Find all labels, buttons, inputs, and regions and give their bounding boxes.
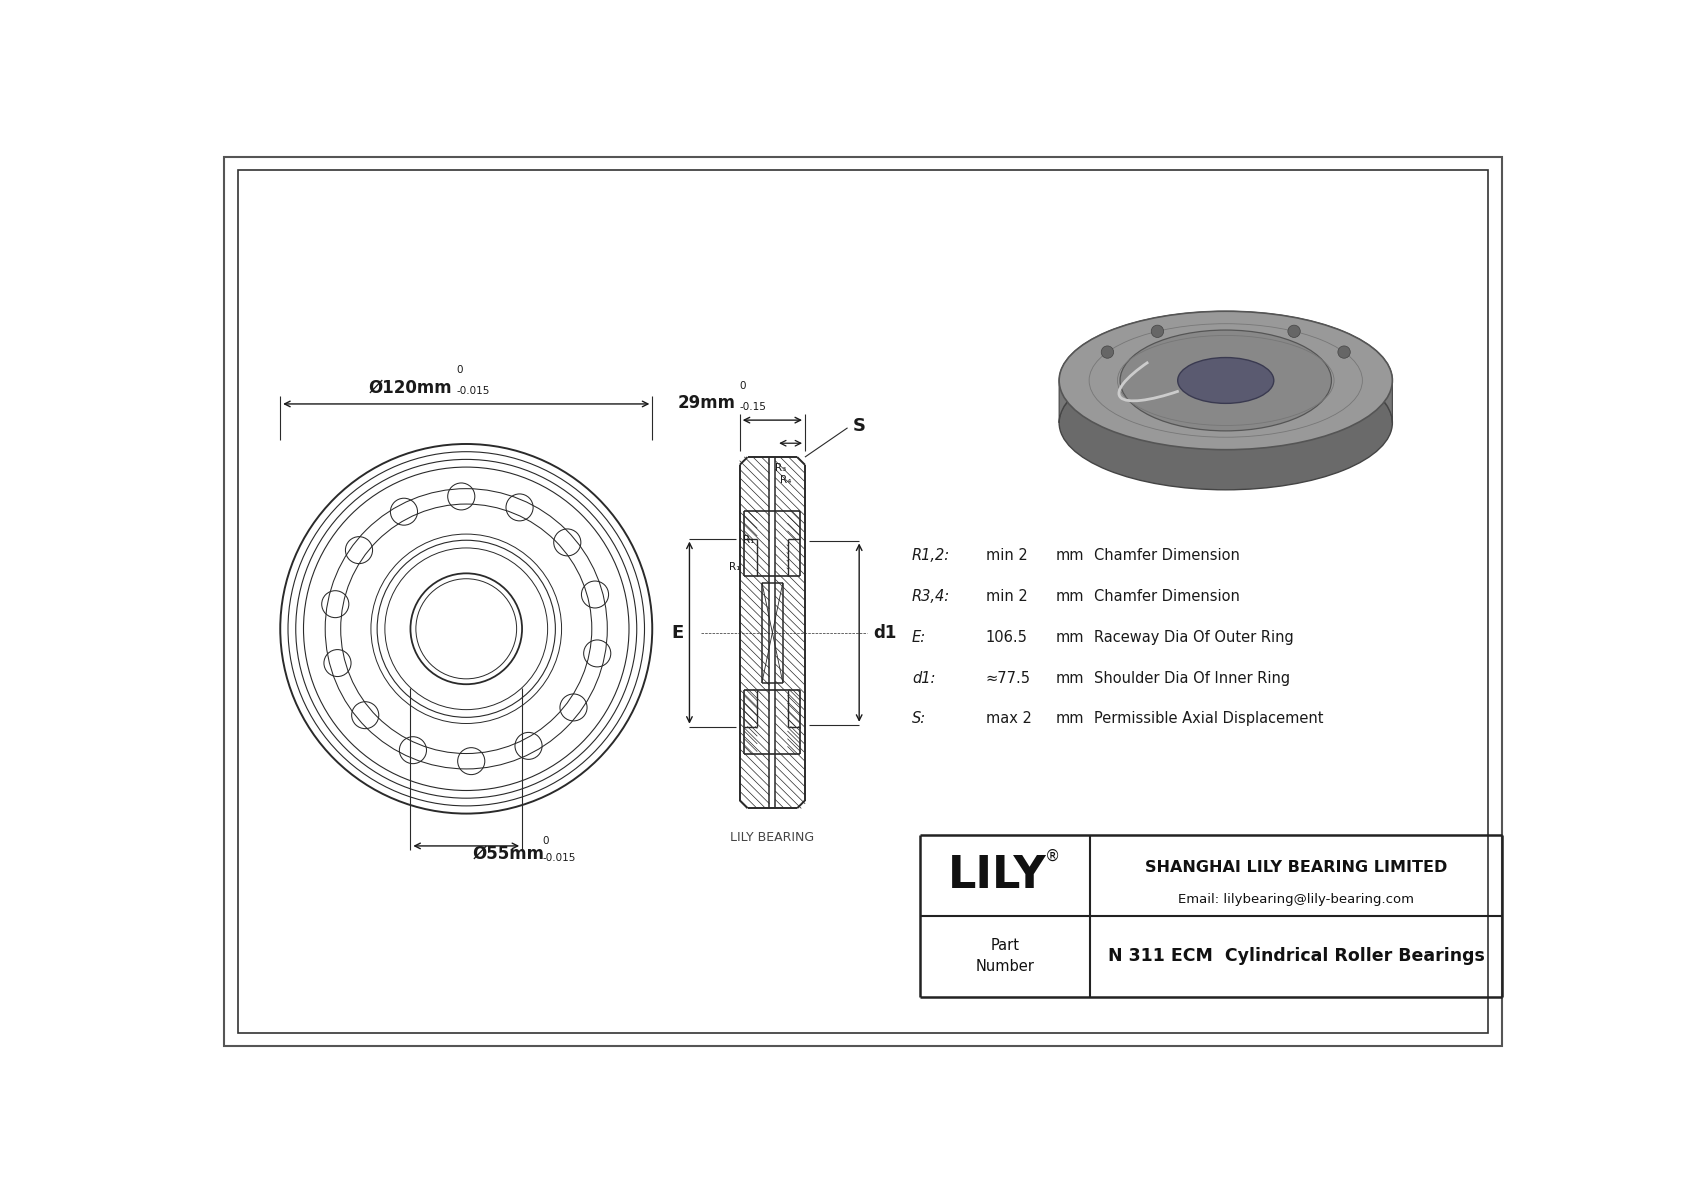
Text: E: E [672, 624, 684, 642]
Text: d1: d1 [872, 624, 896, 642]
Text: R₁: R₁ [729, 561, 741, 572]
Text: mm: mm [1056, 711, 1084, 727]
Text: R₃: R₃ [775, 463, 786, 473]
Ellipse shape [1059, 311, 1393, 450]
Text: S: S [854, 417, 866, 435]
Circle shape [1152, 325, 1164, 337]
Text: R₁: R₁ [743, 535, 754, 544]
Text: d1:: d1: [911, 671, 935, 686]
Ellipse shape [1177, 400, 1273, 445]
Text: mm: mm [1056, 548, 1084, 563]
Ellipse shape [1177, 357, 1273, 404]
Text: 29mm: 29mm [679, 394, 736, 412]
Text: Shoulder Dia Of Inner Ring: Shoulder Dia Of Inner Ring [1095, 671, 1290, 686]
Text: N 311 ECM  Cylindrical Roller Bearings: N 311 ECM Cylindrical Roller Bearings [1108, 947, 1485, 966]
Text: LILY: LILY [948, 854, 1046, 897]
Text: max 2: max 2 [985, 711, 1031, 727]
Text: SHANGHAI LILY BEARING LIMITED: SHANGHAI LILY BEARING LIMITED [1145, 860, 1448, 875]
Text: LILY BEARING: LILY BEARING [731, 831, 815, 844]
Ellipse shape [1059, 356, 1393, 490]
Text: -0.15: -0.15 [739, 403, 766, 412]
Text: Chamfer Dimension: Chamfer Dimension [1095, 548, 1239, 563]
Text: mm: mm [1056, 671, 1084, 686]
Text: 0: 0 [739, 381, 746, 391]
Text: mm: mm [1056, 590, 1084, 604]
Text: 106.5: 106.5 [985, 630, 1027, 644]
Text: E:: E: [911, 630, 926, 644]
Text: 0: 0 [456, 364, 463, 375]
Text: -0.015: -0.015 [542, 853, 576, 862]
Polygon shape [1059, 311, 1393, 423]
Text: min 2: min 2 [985, 590, 1027, 604]
Text: Part
Number: Part Number [975, 939, 1034, 974]
Text: S:: S: [911, 711, 926, 727]
Ellipse shape [1120, 330, 1332, 431]
Text: 0: 0 [542, 836, 549, 846]
Text: ®: ® [1046, 849, 1061, 863]
Text: min 2: min 2 [985, 548, 1027, 563]
Text: R₄: R₄ [780, 475, 791, 485]
Text: Ø120mm: Ø120mm [369, 379, 453, 397]
Text: -0.015: -0.015 [456, 386, 490, 397]
Text: Ø55mm: Ø55mm [473, 844, 544, 862]
Circle shape [1288, 325, 1300, 337]
Circle shape [1337, 345, 1351, 358]
Text: mm: mm [1056, 630, 1084, 644]
Text: ≈77.5: ≈77.5 [985, 671, 1031, 686]
Text: R1,2:: R1,2: [911, 548, 950, 563]
Text: Chamfer Dimension: Chamfer Dimension [1095, 590, 1239, 604]
Text: R3,4:: R3,4: [911, 590, 950, 604]
Text: Email: lilybearing@lily-bearing.com: Email: lilybearing@lily-bearing.com [1179, 893, 1415, 906]
Circle shape [1101, 345, 1113, 358]
Text: Raceway Dia Of Outer Ring: Raceway Dia Of Outer Ring [1095, 630, 1293, 644]
Text: Permissible Axial Displacement: Permissible Axial Displacement [1095, 711, 1324, 727]
